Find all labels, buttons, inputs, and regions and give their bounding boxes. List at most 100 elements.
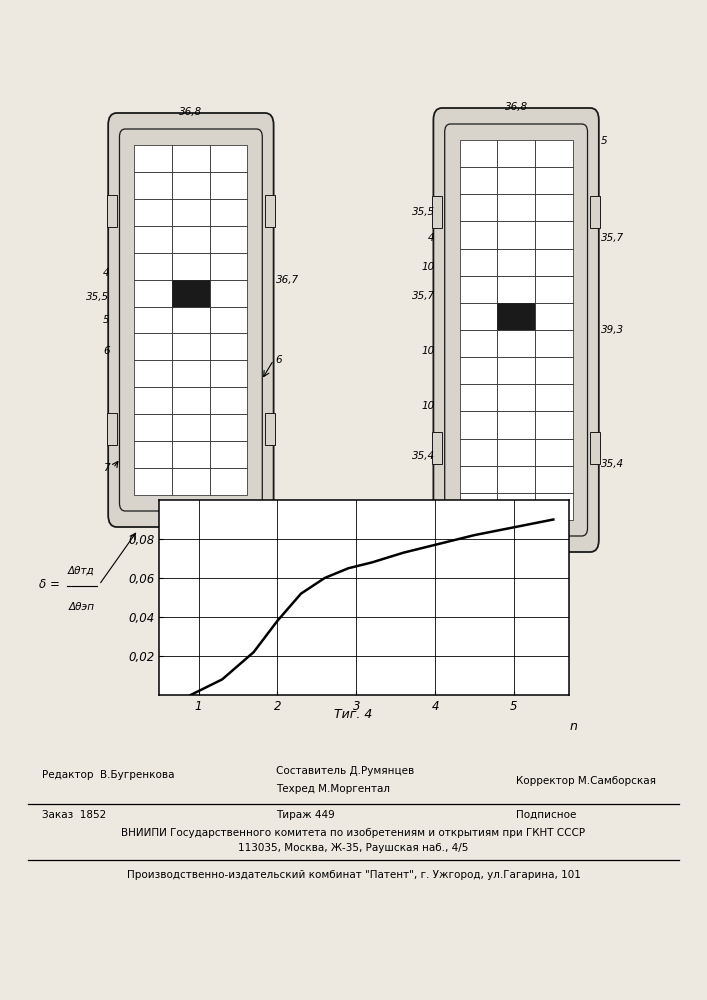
Text: 35,7: 35,7 [601,233,624,243]
Bar [497,221,535,249]
Text: Корректор М.Самборская: Корректор М.Самборская [516,776,656,786]
Text: 35,5: 35,5 [411,207,435,217]
Bar [265,195,275,227]
Bar [497,493,535,520]
Bar [535,140,573,167]
Text: 35,5: 35,5 [86,292,110,302]
Bar [460,276,497,303]
FancyBboxPatch shape [445,124,588,536]
Bar [107,413,117,445]
Bar [134,172,172,199]
FancyBboxPatch shape [119,129,262,511]
Bar [590,196,600,228]
Bar [210,253,247,280]
Text: Τиг. 4: Τиг. 4 [334,708,373,721]
Bar [460,194,497,221]
Bar [460,221,497,249]
Bar [172,253,210,280]
Text: Δθэп: Δθэп [69,602,94,612]
Bar [497,466,535,493]
Text: Δθтд: Δθтд [68,566,95,576]
Bar [535,439,573,466]
Bar [210,199,247,226]
Bar [265,413,275,445]
Bar [134,253,172,280]
Bar [460,357,497,384]
Bar [134,307,172,333]
Text: δ =: δ = [39,578,60,591]
Bar [460,411,497,439]
Text: 36,8: 36,8 [180,107,202,117]
Bar [172,199,210,226]
Bar [497,276,535,303]
Bar [134,145,172,172]
Bar [172,441,210,468]
Bar [432,432,442,464]
Bar [497,439,535,466]
Text: 10: 10 [421,262,435,272]
Text: 10: 10 [421,401,435,411]
Bar [107,195,117,227]
Text: 5: 5 [601,136,607,146]
Bar [460,167,497,194]
Bar [460,466,497,493]
Bar [172,307,210,333]
Text: 36,7: 36,7 [276,275,299,285]
Bar [460,249,497,276]
Bar [535,411,573,439]
Bar [535,249,573,276]
Text: 5: 5 [103,315,110,325]
Bar [172,145,210,172]
Bar [172,387,210,414]
Bar [497,303,535,330]
FancyBboxPatch shape [433,108,599,552]
Bar [497,411,535,439]
Text: 34,4: 34,4 [505,548,527,558]
Text: Тираж 449: Тираж 449 [276,810,334,820]
Text: 39,3: 39,3 [601,325,624,335]
Text: 6: 6 [276,355,282,365]
Text: Техред М.Моргентал: Техред М.Моргентал [276,784,390,794]
Text: Редактор  В.Бугренкова: Редактор В.Бугренкова [42,770,175,780]
Text: Τиг. 3: Τиг. 3 [497,578,535,591]
Bar [172,333,210,360]
Bar [535,357,573,384]
Text: Производственно-издательский комбинат "Патент", г. Ужгород, ул.Гагарина, 101: Производственно-издательский комбинат "П… [127,870,580,880]
Bar [134,226,172,253]
Bar [134,414,172,441]
Bar [172,226,210,253]
Bar [134,468,172,495]
Bar [497,357,535,384]
Bar [460,330,497,357]
Text: Составитель Д.Румянцев: Составитель Д.Румянцев [276,766,414,776]
Bar [172,414,210,441]
Bar [535,466,573,493]
Bar [210,414,247,441]
Bar [460,384,497,411]
Bar [535,221,573,249]
Bar [210,172,247,199]
Text: ВНИИПИ Государственного комитета по изобретениям и открытиям при ГКНТ СССР: ВНИИПИ Государственного комитета по изоб… [122,828,585,838]
Text: Подписное: Подписное [516,810,576,820]
Bar [210,387,247,414]
Text: 4: 4 [103,268,110,278]
Text: 113035, Москва, Ж-35, Раушская наб., 4/5: 113035, Москва, Ж-35, Раушская наб., 4/5 [238,843,469,853]
Bar [210,280,247,307]
FancyBboxPatch shape [108,113,274,527]
Bar [535,194,573,221]
Bar [535,493,573,520]
Text: Τиг. 2: Τиг. 2 [172,553,210,566]
Bar [134,333,172,360]
Text: 36,8: 36,8 [505,102,527,112]
Bar [460,439,497,466]
Text: 35,4: 35,4 [411,451,435,461]
Bar [134,387,172,414]
Text: 7: 7 [103,463,110,473]
Bar [210,360,247,387]
Bar [497,384,535,411]
Bar [497,167,535,194]
Bar [210,226,247,253]
Text: 10: 10 [421,346,435,356]
Bar [590,432,600,464]
Bar [134,441,172,468]
